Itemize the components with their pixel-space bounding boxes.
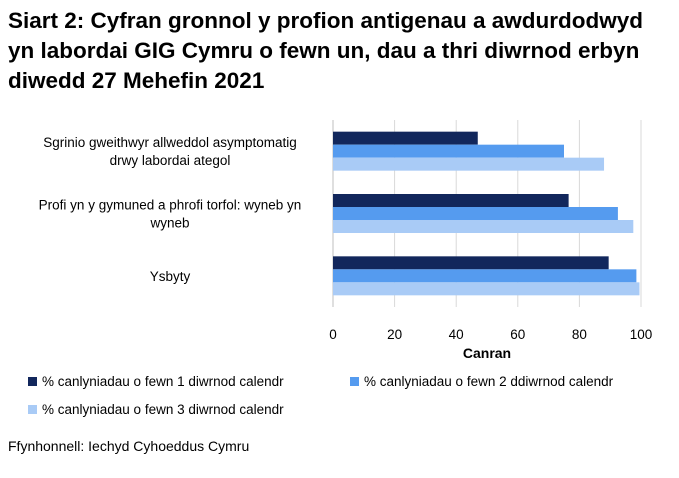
bar: [333, 207, 618, 220]
legend-label: % canlyniadau o fewn 2 ddiwrnod calendr: [364, 374, 614, 389]
x-tick-label: 40: [449, 327, 464, 342]
legend-label: % canlyniadau o fewn 1 diwrnod calendr: [42, 374, 284, 389]
legend-swatch: [28, 405, 37, 414]
bar: [333, 269, 637, 283]
legend-swatch: [350, 377, 359, 386]
x-tick-label: 20: [387, 327, 402, 342]
category-label: Sgrinio gweithwyr allweddol asymptomatig: [43, 135, 297, 150]
x-tick-label: 0: [329, 327, 337, 342]
category-label: Ysbyty: [150, 269, 191, 284]
source-note: Ffynhonnell: Iechyd Cyhoeddus Cymru: [8, 438, 250, 454]
x-axis-title: Canran: [463, 345, 511, 361]
bar: [333, 144, 564, 158]
legend-label: % canlyniadau o fewn 3 diwrnod calendr: [42, 402, 284, 417]
bar: [333, 194, 569, 207]
bar: [333, 282, 640, 296]
bar: [333, 157, 605, 171]
chart-title: Siart 2: Cyfran gronnol y profion antige…: [8, 8, 644, 93]
legend-swatch: [28, 377, 37, 386]
bar-chart: Sgrinio gweithwyr allweddol asymptomatig…: [39, 120, 652, 361]
x-tick-labels: 0 20 40 60 80 100: [329, 327, 652, 342]
category-label: wyneb: [149, 216, 189, 231]
bar: [333, 256, 609, 270]
category-label: Profi yn y gymuned a phrofi torfol: wyne…: [39, 198, 302, 213]
legend-item: % canlyniadau o fewn 1 diwrnod calendr: [28, 374, 284, 389]
x-tick-label: 100: [630, 327, 653, 342]
category-label: drwy labordai ategol: [110, 153, 231, 168]
legend-item: % canlyniadau o fewn 3 diwrnod calendr: [28, 402, 284, 417]
x-tick-label: 60: [510, 327, 525, 342]
bar: [333, 220, 634, 233]
x-tick-label: 80: [572, 327, 587, 342]
bar: [333, 131, 478, 145]
bars: [333, 131, 640, 296]
category-labels: Sgrinio gweithwyr allweddol asymptomatig…: [39, 135, 302, 284]
legend-item: % canlyniadau o fewn 2 ddiwrnod calendr: [350, 374, 613, 389]
